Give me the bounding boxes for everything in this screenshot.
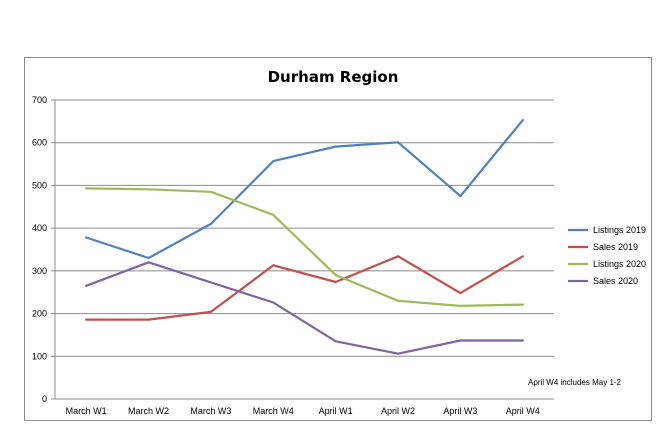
y-tick-label: 600	[32, 138, 47, 148]
legend-label: Sales 2020	[593, 276, 638, 286]
data-point	[397, 352, 400, 355]
x-tick-label: April W1	[319, 406, 353, 416]
x-tick-label: March W3	[190, 406, 231, 416]
data-point	[397, 255, 400, 258]
x-tick-label: March W1	[66, 406, 107, 416]
data-point	[147, 188, 150, 191]
data-point	[272, 301, 275, 304]
data-point	[334, 280, 337, 283]
data-point	[85, 236, 88, 239]
data-point	[334, 340, 337, 343]
data-point	[85, 187, 88, 190]
series-line-sales-2020	[85, 261, 524, 355]
data-point	[85, 284, 88, 287]
axes: 0 100 200 300 400 500 600 700 March W1 March W2 Ma…	[32, 95, 554, 416]
series-lines	[85, 118, 524, 355]
legend-label: Sales 2019	[593, 242, 638, 252]
x-tick-label: April W3	[443, 406, 477, 416]
data-point	[147, 257, 150, 260]
x-tick-label: March W4	[253, 406, 294, 416]
line-chart: Durham Region 0 100 200 300 400 500 600 700 Marc…	[32, 68, 646, 416]
legend-label: Listings 2019	[593, 225, 646, 235]
data-point	[521, 119, 524, 122]
data-point	[209, 281, 212, 284]
data-point	[459, 195, 462, 198]
y-tick-label: 500	[32, 180, 47, 190]
x-tick-label: March W2	[128, 406, 169, 416]
data-point	[209, 310, 212, 313]
series-line-sales-2019	[85, 255, 524, 321]
data-point	[521, 303, 524, 306]
y-tick-label: 300	[32, 266, 47, 276]
data-point	[209, 190, 212, 193]
data-point	[334, 274, 337, 277]
data-point	[85, 318, 88, 321]
x-tick-label: April W2	[381, 406, 415, 416]
data-point	[521, 339, 524, 342]
legend-label: Listings 2020	[593, 259, 646, 269]
chart-title: Durham Region	[268, 68, 399, 86]
gridlines	[55, 99, 554, 357]
data-point	[459, 292, 462, 295]
legend: Listings 2019 Sales 2019 Listings 2020 Sale…	[568, 225, 646, 286]
data-point	[334, 145, 337, 148]
data-point	[147, 261, 150, 264]
data-point	[459, 304, 462, 307]
chart-area: Durham Region 0 100 200 300 400 500 600 700 Marc…	[24, 57, 652, 421]
data-point	[272, 160, 275, 163]
series-line-listings-2019	[85, 118, 524, 260]
chart-annotation: April W4 includes May 1-2	[528, 378, 621, 387]
data-point	[397, 299, 400, 302]
data-point	[397, 141, 400, 144]
data-point	[272, 264, 275, 267]
data-point	[521, 255, 524, 258]
series-line-listings-2020	[85, 187, 524, 307]
y-tick-label: 0	[42, 394, 47, 404]
y-tick-label: 100	[32, 351, 47, 361]
data-point	[459, 339, 462, 342]
data-point	[209, 222, 212, 225]
y-tick-label: 700	[32, 95, 47, 105]
y-tick-label: 200	[32, 309, 47, 319]
x-tick-label: April W4	[506, 406, 540, 416]
y-tick-label: 400	[32, 223, 47, 233]
data-point	[272, 213, 275, 216]
data-point	[147, 318, 150, 321]
